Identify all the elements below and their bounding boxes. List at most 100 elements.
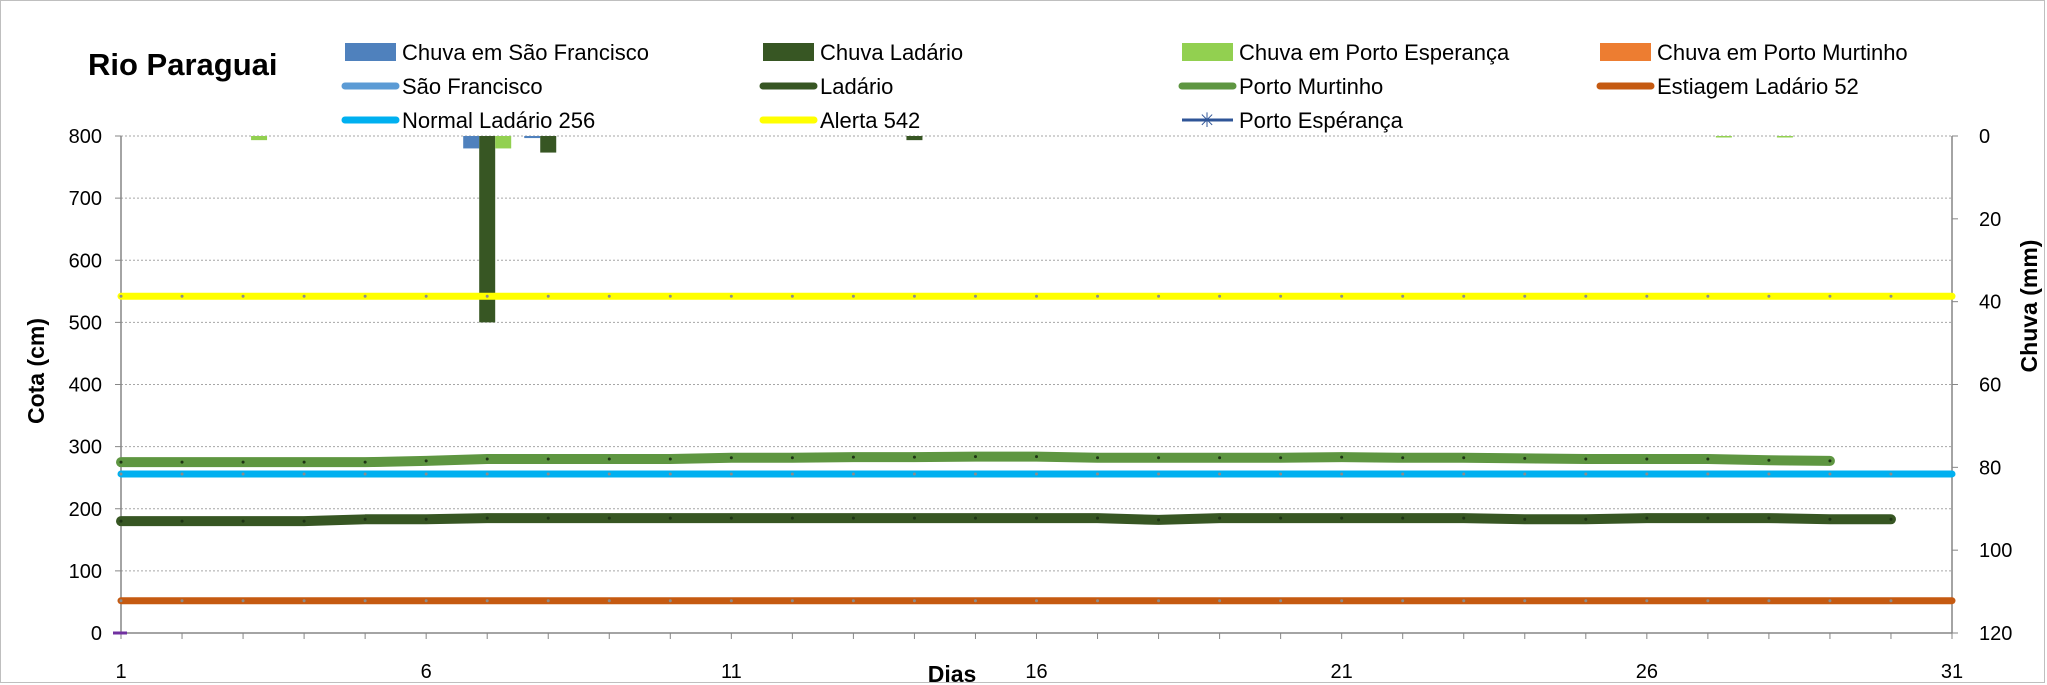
series-point xyxy=(119,519,123,523)
series-point xyxy=(1340,472,1344,476)
series-point xyxy=(363,294,367,298)
series-point xyxy=(1218,456,1222,460)
legend-label: Porto Murtinho xyxy=(1239,74,1383,99)
series-point xyxy=(912,455,916,459)
series-point xyxy=(1401,456,1405,460)
series-point xyxy=(1340,294,1344,298)
series-point xyxy=(546,457,550,461)
x-tick-label: 11 xyxy=(721,661,742,683)
series-point xyxy=(1462,599,1466,603)
rain-bar xyxy=(1776,136,1793,138)
series-point xyxy=(1218,294,1222,298)
series-point xyxy=(1096,456,1100,460)
series-point xyxy=(1523,472,1527,476)
series-point xyxy=(485,516,489,520)
series-point xyxy=(607,457,611,461)
series-point xyxy=(1767,458,1771,462)
series-point xyxy=(1828,294,1832,298)
series-point xyxy=(912,472,916,476)
series-point xyxy=(180,519,184,523)
series-point xyxy=(485,294,489,298)
rain-bar xyxy=(906,136,923,141)
series-point xyxy=(729,294,733,298)
rain-bar xyxy=(524,136,541,139)
series-point xyxy=(668,294,672,298)
series-point xyxy=(1828,472,1832,476)
series-point xyxy=(729,516,733,520)
y-tick-label: 0 xyxy=(91,623,102,645)
series-point xyxy=(1767,599,1771,603)
series-point xyxy=(851,455,855,459)
y2-tick-label: 60 xyxy=(1979,375,2001,397)
series-point xyxy=(1401,472,1405,476)
series-point xyxy=(363,517,367,521)
series-point xyxy=(1706,516,1710,520)
series-point xyxy=(546,599,550,603)
series-point xyxy=(1035,455,1038,459)
series-point xyxy=(1523,599,1527,603)
rain-bar xyxy=(463,136,480,149)
series-point xyxy=(546,294,550,298)
rain-bar xyxy=(540,136,557,153)
series-point xyxy=(668,472,672,476)
series-point xyxy=(790,516,794,520)
chart-title: Rio Paraguai xyxy=(88,47,278,82)
y-tick-label: 200 xyxy=(69,499,102,521)
series-point xyxy=(1584,457,1588,461)
series-point xyxy=(485,472,489,476)
rain-bar xyxy=(495,136,512,149)
series-point xyxy=(973,516,977,520)
legend-label: Chuva em São Francisco xyxy=(402,40,649,65)
series-point xyxy=(1096,472,1100,476)
legend-swatch xyxy=(1182,43,1233,61)
series-point xyxy=(1462,472,1466,476)
legend-label: Chuva Ladário xyxy=(820,40,963,65)
y2-tick-label: 100 xyxy=(1979,540,2012,562)
series-point xyxy=(1645,457,1649,461)
series-point xyxy=(1340,455,1344,459)
series-point xyxy=(668,457,672,461)
gridlines xyxy=(121,135,1952,572)
series-point xyxy=(180,460,184,464)
series-point xyxy=(1889,294,1893,298)
series-point xyxy=(424,294,428,298)
series-point xyxy=(1035,294,1038,298)
series-point xyxy=(668,516,672,520)
x-tick-label: 16 xyxy=(1025,661,1047,683)
series-point xyxy=(241,294,245,298)
series-point xyxy=(1523,517,1527,521)
series-point xyxy=(1096,599,1100,603)
rain-bar xyxy=(251,136,268,141)
series-point xyxy=(1279,599,1283,603)
y-tick-label: 100 xyxy=(69,561,102,583)
series-point xyxy=(1096,294,1100,298)
series-point xyxy=(851,472,855,476)
series-point xyxy=(790,599,794,603)
legend-label: Ladário xyxy=(820,74,893,99)
series-point xyxy=(607,294,611,298)
series-point xyxy=(1889,517,1893,521)
series-point xyxy=(1157,472,1161,476)
y2-tick-label: 0 xyxy=(1979,126,1990,148)
series-point xyxy=(302,519,306,523)
series-point xyxy=(241,460,245,464)
series-point xyxy=(851,294,855,298)
series-point xyxy=(1157,599,1161,603)
series-point xyxy=(180,294,184,298)
y2-tick-label: 40 xyxy=(1979,292,2001,314)
legend-label: São Francisco xyxy=(402,74,543,99)
y-tick-label: 500 xyxy=(69,312,102,334)
series-point xyxy=(1584,517,1588,521)
series-point xyxy=(424,472,428,476)
y2-axis-label: Chuva (mm) xyxy=(2016,240,2042,373)
legend-label: Normal Ladário 256 xyxy=(402,108,595,133)
series-point xyxy=(1279,516,1283,520)
series-point xyxy=(790,456,794,460)
series-point xyxy=(790,294,794,298)
series-point xyxy=(119,599,123,603)
rain-bars xyxy=(251,136,1793,323)
series-point xyxy=(729,472,733,476)
series-point xyxy=(1645,294,1649,298)
y-tick-label: 800 xyxy=(69,126,102,148)
